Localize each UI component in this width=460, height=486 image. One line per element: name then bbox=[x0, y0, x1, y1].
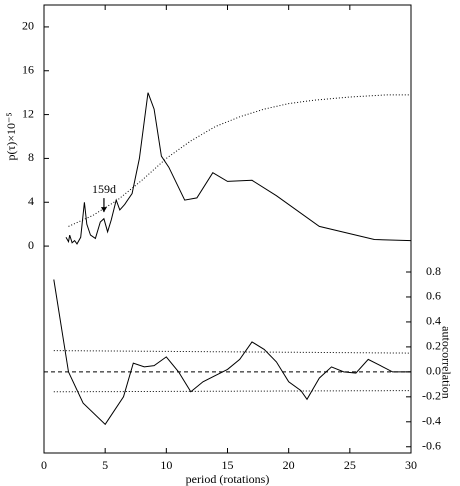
y-tick-label: 0.8 bbox=[426, 264, 441, 278]
x-tick-label: 15 bbox=[222, 458, 234, 472]
y-tick-label: -0.6 bbox=[422, 439, 441, 453]
y-tick-label: 0.0 bbox=[426, 364, 441, 378]
y-tick-label: -0.2 bbox=[422, 389, 441, 403]
y-tick-label: 0.6 bbox=[426, 289, 441, 303]
y-tick-label: 8 bbox=[28, 150, 34, 164]
y-axis-label: autocorrelation bbox=[439, 326, 453, 399]
series-line bbox=[68, 94, 411, 227]
x-tick-label: 25 bbox=[344, 458, 356, 472]
y-tick-label: 16 bbox=[22, 63, 34, 77]
y-tick-label: 4 bbox=[28, 194, 34, 208]
series-line bbox=[53, 279, 411, 426]
frame bbox=[43, 4, 412, 454]
annotation-arrowhead bbox=[100, 207, 107, 213]
y-tick-label: 12 bbox=[22, 106, 34, 120]
series-line bbox=[53, 390, 412, 393]
x-axis-label: period (rotations) bbox=[186, 472, 270, 486]
y-tick-label: 0 bbox=[28, 238, 34, 252]
series-line bbox=[65, 92, 412, 245]
x-tick-label: 20 bbox=[283, 458, 295, 472]
y-tick-label: 20 bbox=[22, 19, 34, 33]
x-tick-label: 10 bbox=[160, 458, 172, 472]
y-tick-label: 0.4 bbox=[426, 314, 441, 328]
y-tick-label: -0.4 bbox=[422, 414, 441, 428]
x-tick-label: 5 bbox=[102, 458, 108, 472]
y-tick-label: 0.2 bbox=[426, 339, 441, 353]
annotation: 159d bbox=[92, 182, 116, 196]
x-tick-label: 0 bbox=[41, 458, 47, 472]
x-tick-label: 30 bbox=[405, 458, 417, 472]
series-line bbox=[53, 350, 412, 354]
y-axis-label: p(τ)×10⁻⁵ bbox=[4, 112, 18, 160]
